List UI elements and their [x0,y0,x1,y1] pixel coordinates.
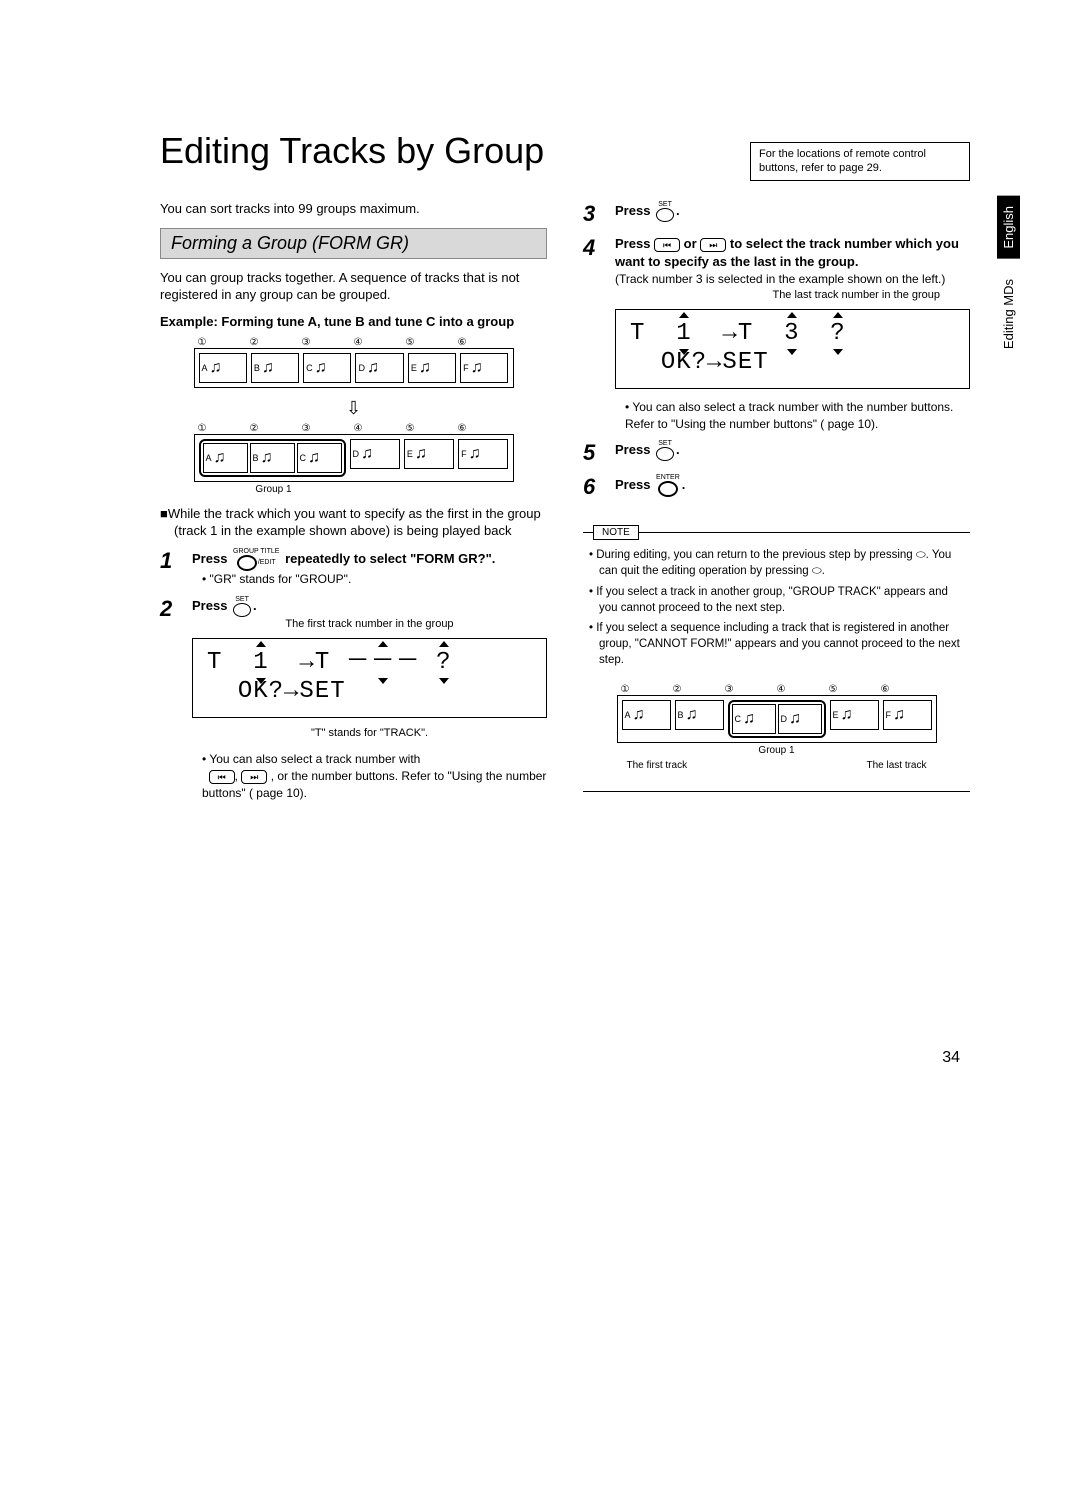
note-item: • During editing, you can return to the … [589,547,964,579]
lang-tab: English [997,196,1020,259]
music-note-icon: ♫ [210,359,222,377]
display-panel-2: T 1 →T 3 ? OK?→SET [615,309,970,389]
right-column: 3 Press SET . 4 Press ⏮ or ⏭ to select t… [583,201,970,810]
group1-label: Group 1 [194,484,354,495]
last-track-label: The last track [866,760,926,771]
step-4: 4 Press ⏮ or ⏭ to select the track numbe… [583,235,970,433]
note-item: • If you select a sequence including a t… [589,620,964,668]
set-button-icon: SET [656,201,674,222]
section-heading: Forming a Group (FORM GR) [160,228,547,259]
left-column: You can sort tracks into 99 groups maxim… [160,201,547,810]
step-3: 3 Press SET . [583,201,970,227]
diagram-after: ① ② ③ ④ ⑤ ⑥ A♫ B♫ C♫ D♫ E♫ F♫ Group 1 [194,423,514,495]
arrow-down-icon: ⇩ [160,398,547,419]
note-tag: NOTE [593,525,639,540]
step-1: 1 Press GROUP TITLE /EDIT repeatedly to … [160,548,547,588]
header-ref-note: For the locations of remote control butt… [750,142,970,181]
display-panel-1: T 1 →T －－－ ? OK?→SET [192,638,547,718]
next-button-icon: ⏭ [700,238,726,252]
page-number: 34 [160,1049,970,1067]
enter-button-icon: ENTER [656,474,680,497]
prev-button-icon: ⏮ [654,238,680,252]
set-button-icon: SET [233,596,251,617]
first-track-label: The first track [627,760,688,771]
note-section: NOTE • During editing, you can return to… [583,514,970,668]
prev-button-icon: ⏮ [209,770,235,784]
example-label: Example: Forming tune A, tune B and tune… [160,314,547,329]
step-5: 5 Press SET . [583,440,970,466]
intro-text: You can sort tracks into 99 groups maxim… [160,201,547,216]
final-diagram: ① ② ③ ④ ⑤ ⑥ A♫ B♫ C♫ D♫ E♫ F♫ Group 1 Th… [617,684,937,771]
next-button-icon: ⏭ [241,770,267,784]
page-title: Editing Tracks by Group [160,130,544,172]
step-2: 2 Press SET . The first track number in … [160,596,547,802]
precondition: ■While the track which you want to speci… [160,505,547,540]
note-item: • If you select a track in another group… [589,584,964,616]
step-6: 6 Press ENTER . [583,474,970,500]
diagram-before: ① ② ③ ④ ⑤ ⑥ A♫ B♫ C♫ D♫ E♫ F♫ [194,337,514,388]
section-tab: Editing MDs [1001,279,1016,349]
group-title-button-icon: GROUP TITLE /EDIT [233,548,279,571]
section-desc: You can group tracks together. A sequenc… [160,269,547,304]
side-tabs: English Editing MDs [997,196,1020,349]
set-button-icon: SET [656,440,674,461]
